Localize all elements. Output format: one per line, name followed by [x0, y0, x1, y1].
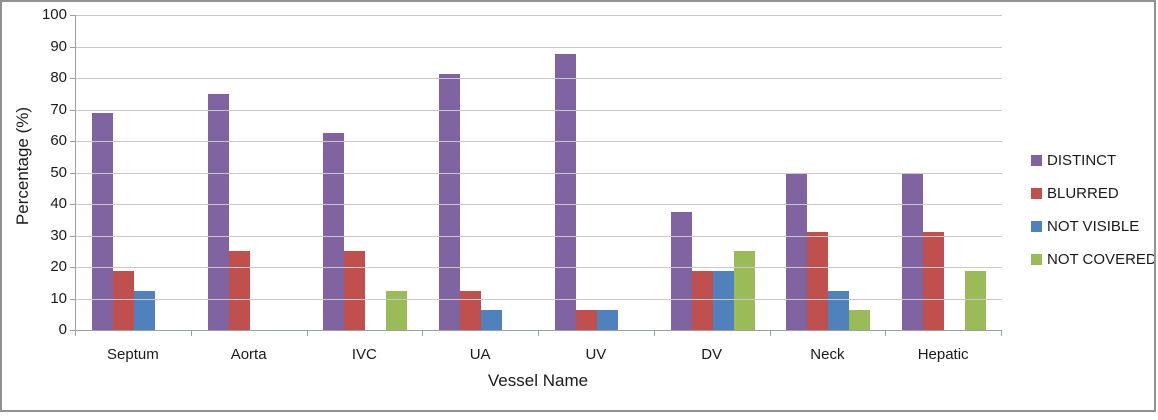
- x-category-label-Septum: Septum: [107, 346, 159, 363]
- bar-not-visible-Neck: [828, 290, 850, 330]
- bar-group-UV: [539, 15, 655, 330]
- y-tick-label-40: 40: [50, 195, 67, 212]
- y-tick-label-80: 80: [50, 69, 67, 86]
- bar-group-IVC: [308, 15, 424, 330]
- x-tick-mark-5: [654, 331, 655, 336]
- legend-swatch-icon: [1031, 254, 1042, 265]
- bar-distinct-UA: [439, 74, 461, 330]
- gridline-60: [76, 141, 1002, 142]
- bar-distinct-Neck: [786, 172, 808, 330]
- x-category-label-Aorta: Aorta: [230, 346, 267, 363]
- x-tick-mark-3: [422, 331, 423, 336]
- x-tick-mark-8: [1001, 331, 1002, 336]
- y-tick-mark-80: [70, 78, 75, 79]
- bar-group-UA: [423, 15, 539, 330]
- bar-not-covered-Neck: [849, 310, 871, 330]
- bar-blurred-Septum: [112, 270, 134, 330]
- bar-not-visible-UA: [481, 310, 503, 330]
- y-tick-mark-50: [70, 172, 75, 174]
- x-category-label-UA: UA: [469, 346, 491, 363]
- x-category-label-UV: UV: [585, 346, 607, 363]
- bar-blurred-Aorta: [228, 251, 250, 330]
- gridline-50: [76, 172, 1002, 174]
- bar-not-covered-Hepatic: [965, 270, 987, 330]
- y-tick-mark-100: [70, 15, 75, 16]
- bar-blurred-UV: [575, 310, 597, 330]
- x-tick-mark-4: [538, 331, 539, 336]
- bar-blurred-Hepatic: [923, 231, 945, 330]
- legend-label: NOT VISIBLE: [1047, 218, 1140, 235]
- y-tick-mark-0: [70, 330, 75, 331]
- bar-not-covered-DV: [733, 251, 755, 330]
- bar-group-Neck: [771, 15, 887, 330]
- bar-not-covered-IVC: [386, 290, 408, 330]
- bar-not-visible-Septum: [133, 290, 155, 330]
- bar-not-visible-UV: [596, 310, 618, 330]
- legend-item-not-visible: NOT VISIBLE: [1031, 218, 1157, 235]
- y-tick-mark-20: [70, 267, 75, 268]
- y-tick-label-20: 20: [50, 258, 67, 275]
- gridline-20: [76, 267, 1002, 268]
- y-tick-mark-10: [70, 298, 75, 300]
- bar-not-visible-DV: [712, 270, 734, 330]
- y-tick-label-60: 60: [50, 132, 67, 149]
- legend: DISTINCT BLURRED NOT VISIBLE NOT COVERED: [1031, 152, 1157, 284]
- legend-swatch-icon: [1031, 188, 1042, 199]
- bar-groups: [76, 15, 1002, 330]
- gridline-80: [76, 78, 1002, 79]
- bar-distinct-Hepatic: [902, 172, 924, 330]
- legend-item-blurred: BLURRED: [1031, 185, 1157, 202]
- bar-distinct-Aorta: [207, 93, 229, 330]
- x-category-label-IVC: IVC: [351, 346, 377, 363]
- y-tick-mark-30: [70, 235, 75, 237]
- legend-label: NOT COVERED: [1047, 251, 1157, 268]
- bar-distinct-Septum: [91, 113, 113, 330]
- bar-blurred-UA: [460, 290, 482, 330]
- x-tick-mark-6: [770, 331, 771, 336]
- gridline-40: [76, 204, 1002, 205]
- bar-group-Hepatic: [886, 15, 1002, 330]
- y-tick-label-90: 90: [50, 37, 67, 55]
- x-category-label-Neck: Neck: [810, 346, 845, 363]
- gridline-90: [76, 46, 1002, 48]
- x-tick-mark-1: [191, 331, 192, 336]
- legend-item-not-covered: NOT COVERED: [1031, 251, 1157, 268]
- bar-distinct-DV: [670, 211, 692, 330]
- gridline-100: [76, 15, 1002, 16]
- legend-label: BLURRED: [1047, 185, 1119, 202]
- x-tick-mark-2: [307, 331, 308, 336]
- gridline-70: [76, 109, 1002, 111]
- bar-group-Septum: [76, 15, 192, 330]
- y-tick-label-100: 100: [41, 6, 67, 23]
- x-axis-title: Vessel Name: [487, 371, 589, 390]
- y-tick-mark-60: [70, 141, 75, 142]
- bar-blurred-IVC: [344, 251, 366, 330]
- y-tick-label-50: 50: [50, 163, 67, 181]
- bar-blurred-Neck: [807, 231, 829, 330]
- bar-group-DV: [655, 15, 771, 330]
- gridline-30: [76, 235, 1002, 237]
- bar-group-Aorta: [192, 15, 308, 330]
- y-tick-mark-70: [70, 109, 75, 111]
- x-category-label-DV: DV: [701, 346, 723, 363]
- y-tick-mark-90: [70, 46, 75, 48]
- bar-blurred-DV: [691, 270, 713, 330]
- legend-item-distinct: DISTINCT: [1031, 152, 1157, 169]
- plot-area: [75, 15, 1002, 331]
- y-tick-label-30: 30: [50, 226, 67, 244]
- y-tick-label-70: 70: [50, 100, 67, 118]
- bar-distinct-UV: [554, 54, 576, 330]
- y-tick-label-0: 0: [58, 321, 67, 338]
- legend-swatch-icon: [1031, 155, 1042, 166]
- x-tick-mark-0: [75, 331, 76, 336]
- legend-label: DISTINCT: [1047, 152, 1117, 169]
- x-category-label-Hepatic: Hepatic: [917, 346, 969, 363]
- bar-distinct-IVC: [323, 133, 345, 330]
- y-tick-label-10: 10: [50, 289, 67, 307]
- x-tick-mark-7: [885, 331, 886, 336]
- y-tick-mark-40: [70, 204, 75, 205]
- legend-swatch-icon: [1031, 221, 1042, 232]
- gridline-10: [76, 298, 1002, 300]
